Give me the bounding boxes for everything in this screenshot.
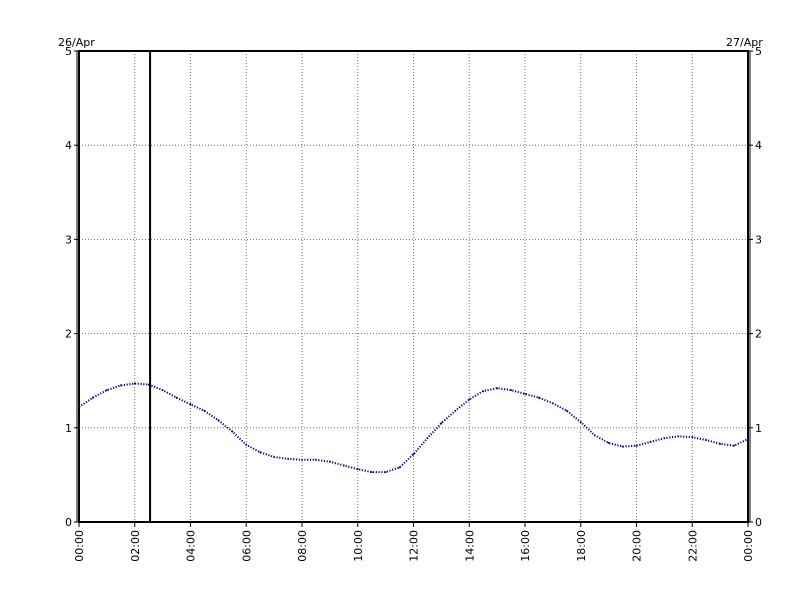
y-tick-label-right: 2: [755, 328, 762, 341]
data-point: [593, 434, 596, 437]
x-tick-label: 00:00: [73, 530, 86, 562]
data-point: [454, 409, 457, 412]
x-tick-label: 02:00: [129, 530, 142, 562]
data-point: [175, 396, 178, 399]
data-point: [161, 389, 164, 391]
x-tick-label: 10:00: [352, 530, 365, 562]
data-point: [538, 396, 540, 399]
data-point: [579, 421, 582, 423]
data-point: [691, 436, 694, 439]
y-tick-label-right: 4: [755, 139, 762, 152]
data-point: [78, 406, 80, 408]
x-tick-label: 20:00: [631, 530, 644, 562]
data-point: [301, 458, 303, 461]
x-tick-label: 04:00: [185, 530, 198, 562]
plot-frame: [78, 50, 749, 523]
data-point: [552, 402, 554, 405]
data-point: [356, 468, 359, 471]
data-point: [287, 458, 289, 460]
x-tick-label: 06:00: [240, 530, 253, 562]
data-point: [189, 403, 192, 406]
data-point: [329, 460, 331, 463]
y-tick-label-left: 4: [65, 139, 72, 152]
x-tick-label: 08:00: [296, 530, 309, 562]
data-point: [119, 384, 122, 387]
data-point: [106, 389, 108, 391]
data-point: [621, 445, 624, 448]
data-point: [468, 398, 471, 401]
data-point: [565, 409, 568, 412]
data-point: [342, 464, 345, 467]
data-point: [203, 409, 206, 412]
data-point: [733, 444, 735, 447]
x-tick-label: 14:00: [463, 530, 476, 562]
y-tick-label-left: 1: [65, 422, 72, 435]
y-tick-label-right: 5: [755, 45, 762, 58]
y-tick-label-left: 3: [65, 233, 72, 246]
data-point: [426, 437, 429, 440]
axes: 00:00 02:00 04:00 06:00 08:00 10:00 12:00 14:00…: [65, 45, 762, 562]
data-point: [607, 442, 610, 444]
data-point: [273, 456, 275, 458]
data-point: [133, 382, 136, 385]
data-point: [635, 444, 638, 447]
x-tick-label: 18:00: [575, 530, 588, 562]
data-point: [398, 466, 401, 469]
data-point: [705, 439, 708, 441]
x-tick-label: 16:00: [519, 530, 532, 562]
data-point: [482, 390, 485, 392]
x-tick-label: 12:00: [408, 530, 421, 562]
y-tick-label-left: 2: [65, 328, 72, 341]
data-point: [719, 442, 721, 445]
data-point: [147, 383, 150, 386]
data-point: [315, 458, 317, 461]
data-point: [384, 471, 387, 473]
data-point: [677, 435, 680, 438]
y-tick-label-right: 3: [755, 233, 762, 246]
data-point: [92, 396, 94, 399]
data-point: [524, 393, 526, 395]
data-point: [231, 430, 234, 433]
y-tick-label-left: 5: [65, 45, 72, 58]
y-tick-label-right: 0: [755, 516, 762, 529]
date-left-label: 26/Apr: [58, 36, 95, 49]
data-point: [245, 443, 248, 446]
grid: [79, 51, 748, 522]
y-tick-label-left: 0: [65, 516, 72, 529]
data-point: [412, 453, 415, 456]
data-point: [259, 451, 262, 454]
date-right-label: 27/Apr: [726, 36, 763, 49]
data-point: [663, 437, 666, 440]
x-tick-label: 22:00: [686, 530, 699, 562]
series: [78, 382, 749, 474]
y-tick-label-right: 1: [755, 422, 762, 435]
data-point: [370, 471, 373, 473]
data-point: [440, 422, 443, 424]
data-point: [217, 419, 220, 422]
x-tick-label: 00:00: [742, 530, 755, 562]
data-point: [747, 438, 749, 440]
data-point: [496, 387, 498, 390]
data-point: [649, 441, 652, 443]
data-point: [510, 389, 512, 391]
